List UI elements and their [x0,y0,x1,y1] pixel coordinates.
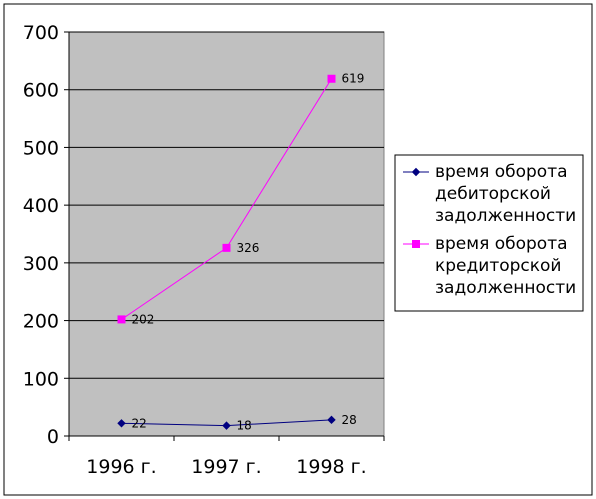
legend-label: кредиторской [435,256,561,276]
data-label: 18 [237,419,252,433]
legend-swatch-marker [412,240,420,248]
data-point [117,315,126,324]
data-point [327,74,336,83]
y-tick-label: 500 [23,137,59,159]
series-layer: 22 18 28 202 326 619 [117,72,365,433]
y-tick-label: 600 [23,80,59,102]
series-1: 22 18 28 [117,413,357,433]
x-tick-label: 1997 г. [191,456,261,478]
y-tick-label: 100 [23,368,59,390]
legend-swatch-marker [411,167,421,177]
y-tick-label: 200 [23,311,59,333]
legend-label: задолженности [435,278,576,298]
y-tick-label: 0 [47,426,59,448]
data-label: 326 [237,241,260,255]
data-point [327,415,336,425]
data-point [222,421,231,430]
legend-label: время оборота [435,162,568,182]
legend-label: время оборота [435,234,568,254]
y-tick-label: 700 [23,22,59,44]
x-tick-label: 1996 г. [86,456,156,478]
data-label: 202 [132,312,155,326]
series-2: 202 326 619 [117,72,365,326]
legend-label: задолженности [435,206,576,226]
y-axis: 0 100 200 300 400 500 600 700 [23,22,70,448]
data-label: 28 [342,413,357,427]
y-tick-label: 300 [23,253,59,275]
data-label: 22 [132,416,147,430]
data-point [222,243,231,252]
data-label: 619 [342,72,365,86]
legend-label: дебиторской [435,184,551,204]
x-tick-label: 1998 г. [296,456,366,478]
y-tick-label: 400 [23,195,59,217]
data-point [117,419,126,428]
legend: время оборотадебиторскойзадолженностивре… [394,154,584,312]
legend-box [394,154,584,312]
plot-area [68,31,385,437]
x-axis: 1996 г. 1997 г. 1998 г. [68,435,385,478]
